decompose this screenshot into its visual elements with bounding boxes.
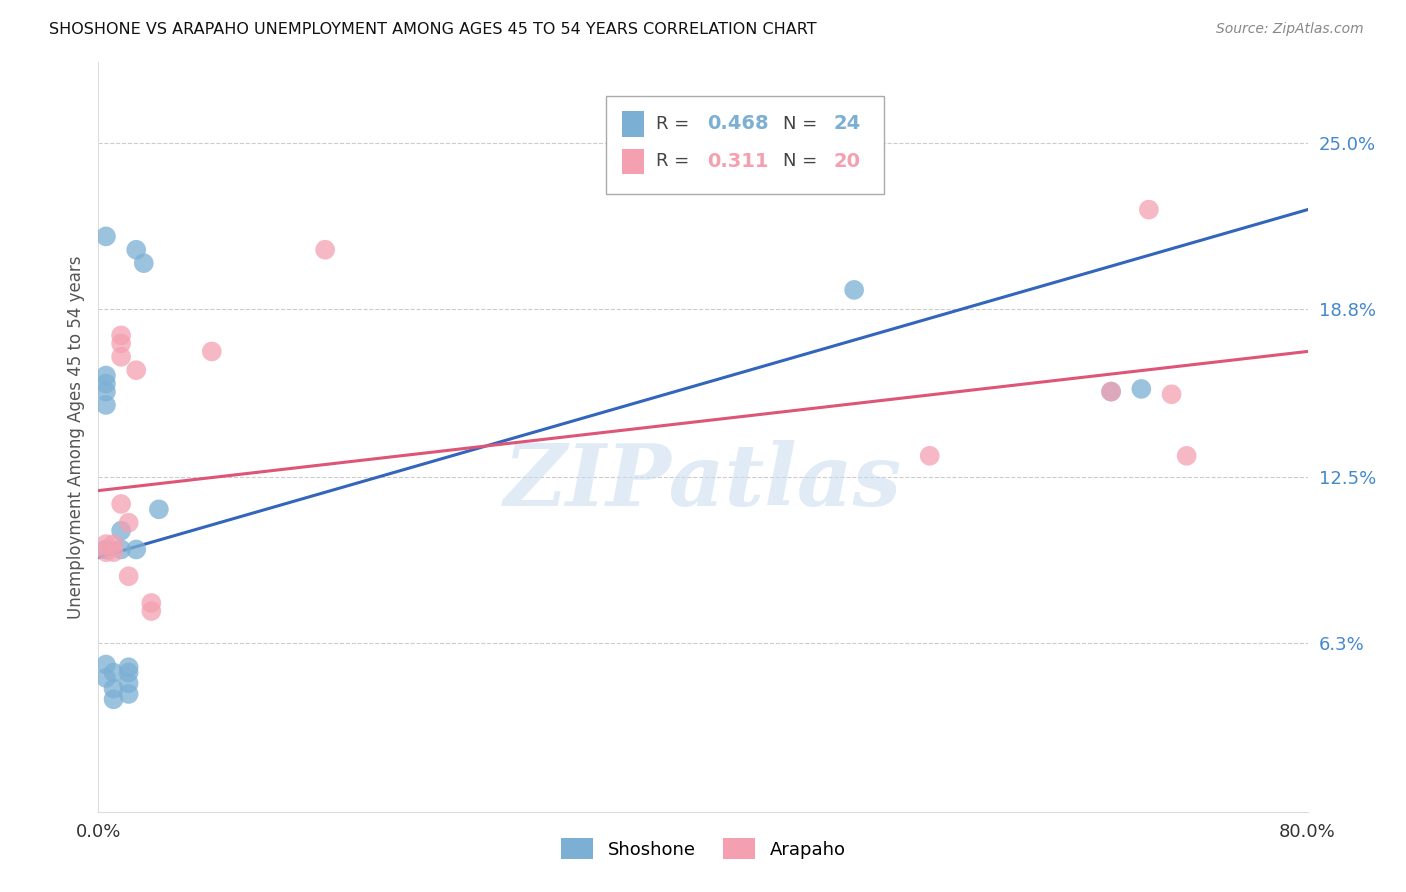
Legend: Shoshone, Arapaho: Shoshone, Arapaho: [554, 831, 852, 866]
Point: [1099, 384, 1122, 399]
Point: [125, 542, 148, 557]
Point: [118, 665, 141, 680]
Point: [125, 243, 148, 257]
Point: [125, 363, 148, 377]
Point: [94, 657, 117, 672]
Point: [148, 502, 170, 516]
Point: [118, 660, 141, 674]
Point: [118, 569, 141, 583]
Point: [110, 524, 132, 538]
Point: [94, 542, 117, 557]
Text: 20: 20: [834, 152, 860, 171]
Text: N =: N =: [783, 115, 823, 133]
Point: [94, 229, 117, 244]
Point: [118, 516, 141, 530]
Point: [1099, 384, 1122, 399]
Point: [918, 449, 941, 463]
Point: [1130, 382, 1153, 396]
Point: [94, 368, 117, 383]
Point: [1137, 202, 1160, 217]
Text: R =: R =: [655, 153, 700, 170]
Point: [314, 243, 336, 257]
FancyBboxPatch shape: [606, 96, 884, 194]
Point: [94, 384, 117, 399]
Point: [103, 545, 125, 559]
Y-axis label: Unemployment Among Ages 45 to 54 years: Unemployment Among Ages 45 to 54 years: [66, 255, 84, 619]
Point: [110, 328, 132, 343]
Point: [1160, 387, 1182, 401]
Point: [844, 283, 866, 297]
Text: N =: N =: [783, 153, 823, 170]
Point: [201, 344, 224, 359]
Text: 0.468: 0.468: [707, 114, 768, 134]
Point: [141, 604, 163, 618]
Text: R =: R =: [655, 115, 695, 133]
Point: [94, 671, 117, 685]
Point: [103, 665, 125, 680]
Text: 0.311: 0.311: [707, 152, 768, 171]
Point: [118, 687, 141, 701]
Point: [1175, 449, 1198, 463]
Point: [118, 676, 141, 690]
Point: [132, 256, 155, 270]
Bar: [621, 149, 644, 174]
Point: [141, 596, 163, 610]
Point: [94, 376, 117, 391]
Text: SHOSHONE VS ARAPAHO UNEMPLOYMENT AMONG AGES 45 TO 54 YEARS CORRELATION CHART: SHOSHONE VS ARAPAHO UNEMPLOYMENT AMONG A…: [49, 22, 817, 37]
Text: ZIPatlas: ZIPatlas: [503, 441, 903, 524]
Point: [110, 542, 132, 557]
Point: [110, 497, 132, 511]
Point: [94, 537, 117, 551]
Bar: [621, 112, 644, 136]
Text: Source: ZipAtlas.com: Source: ZipAtlas.com: [1216, 22, 1364, 37]
Point: [110, 350, 132, 364]
Point: [110, 336, 132, 351]
Text: 24: 24: [834, 114, 860, 134]
Point: [94, 398, 117, 412]
Point: [103, 681, 125, 696]
Point: [103, 537, 125, 551]
Point: [103, 692, 125, 706]
Point: [94, 545, 117, 559]
